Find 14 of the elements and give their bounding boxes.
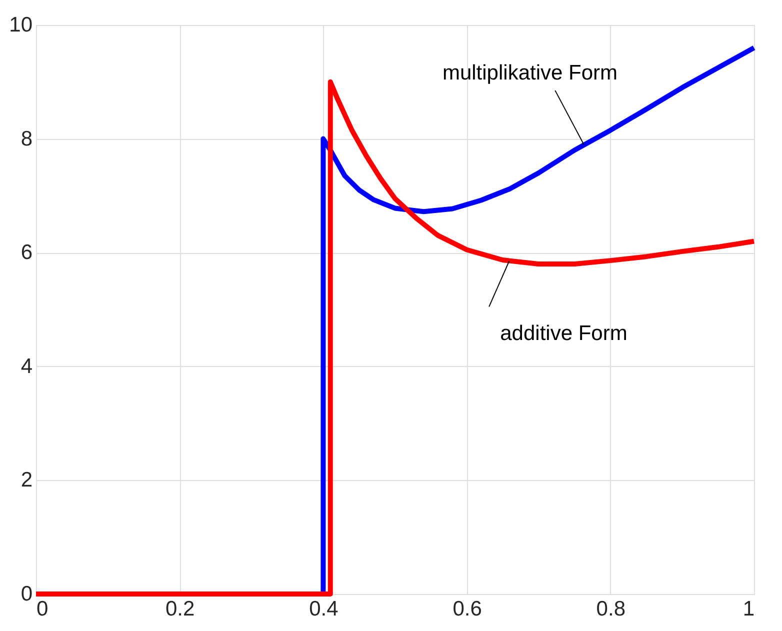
x-tick-label: 0.8 (596, 598, 626, 620)
x-tick-label: 0.4 (309, 598, 339, 620)
x-tick-label: 0.6 (452, 598, 482, 620)
y-tick-label: 0 (20, 582, 32, 606)
y-tick-label: 8 (20, 127, 32, 150)
x-tick-label: 1 (742, 598, 754, 620)
y-tick-label: 4 (20, 354, 33, 378)
x-tick-label: 0 (36, 598, 48, 620)
y-tick-label: 10 (9, 14, 32, 36)
y-tick-label: 6 (20, 241, 32, 264)
x-tick-label: 0.2 (166, 598, 195, 620)
annotation: additive Form (500, 322, 628, 345)
y-tick-label: 2 (20, 468, 32, 492)
annotation: multiplikative Form (442, 61, 618, 84)
